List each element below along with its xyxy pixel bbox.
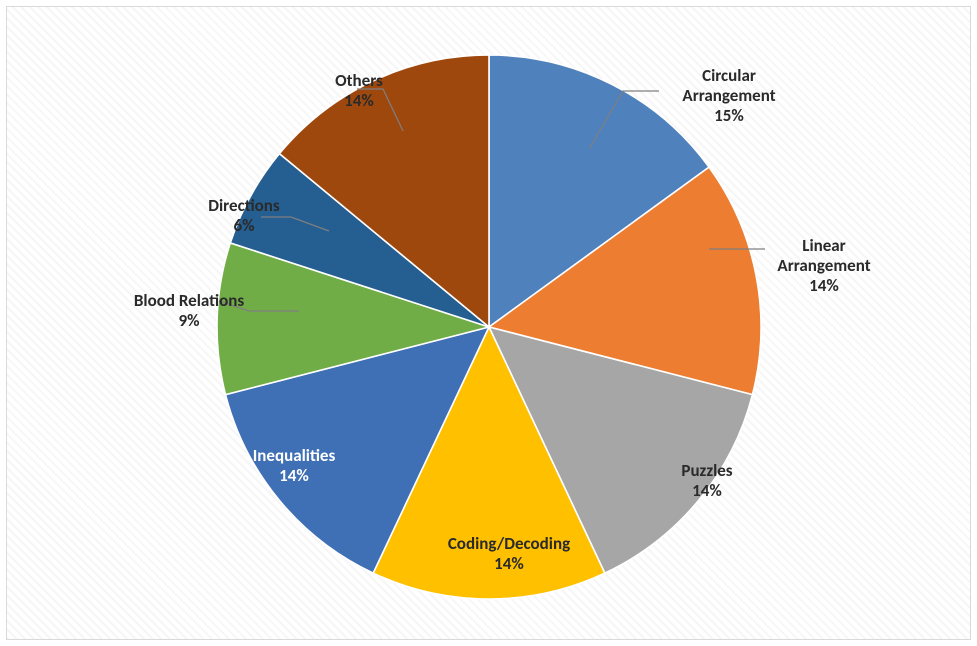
chart-plot-area: CircularArrangement15% LinearArrangement1… xyxy=(6,6,971,640)
pie-chart-svg: CircularArrangement15% LinearArrangement1… xyxy=(7,7,972,641)
pie-slices xyxy=(217,55,761,599)
slice-label: CircularArrangement15% xyxy=(682,65,775,126)
slice-label: LinearArrangement14% xyxy=(777,235,870,296)
